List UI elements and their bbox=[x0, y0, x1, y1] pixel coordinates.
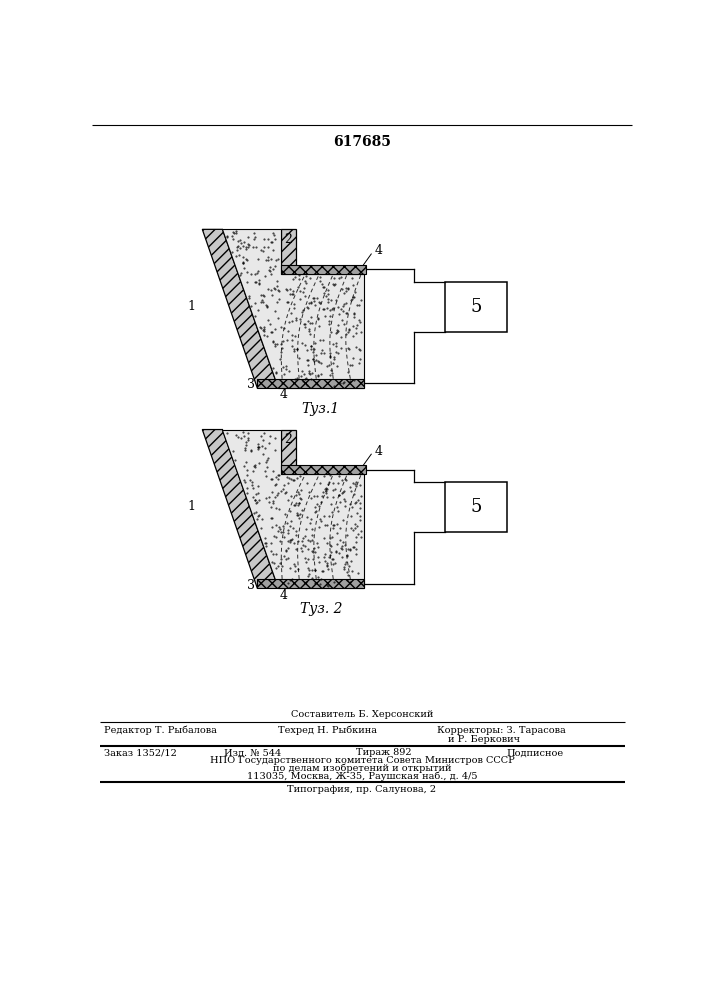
Polygon shape bbox=[202, 430, 279, 588]
Text: 4: 4 bbox=[280, 589, 288, 602]
Polygon shape bbox=[281, 465, 366, 474]
Text: 5: 5 bbox=[470, 298, 481, 316]
Text: Тираж 892: Тираж 892 bbox=[356, 748, 411, 757]
Polygon shape bbox=[281, 229, 296, 274]
Text: 4: 4 bbox=[375, 445, 383, 458]
Text: 4: 4 bbox=[280, 388, 288, 401]
Text: 2: 2 bbox=[284, 433, 292, 446]
Text: Τуз.1: Τуз.1 bbox=[302, 402, 340, 416]
Text: 5: 5 bbox=[470, 498, 481, 516]
Text: 2: 2 bbox=[284, 233, 292, 246]
Text: 617685: 617685 bbox=[333, 135, 391, 149]
Text: Составитель Б. Херсонский: Составитель Б. Херсонский bbox=[291, 710, 433, 719]
Text: Техред Н. Рыбкина: Техред Н. Рыбкина bbox=[279, 726, 378, 735]
Bar bbox=[445, 282, 507, 332]
Text: Редактор Т. Рыбалова: Редактор Т. Рыбалова bbox=[104, 726, 217, 735]
Text: Заказ 1352/12: Заказ 1352/12 bbox=[104, 748, 177, 757]
Text: 3: 3 bbox=[247, 579, 255, 592]
Text: 1: 1 bbox=[187, 300, 195, 313]
Text: Изд. № 544: Изд. № 544 bbox=[224, 748, 281, 757]
Polygon shape bbox=[281, 430, 296, 474]
Bar bbox=[445, 482, 507, 532]
Polygon shape bbox=[202, 229, 279, 388]
Text: НПО Государственного комитета Совета Министров СССР: НПО Государственного комитета Совета Мин… bbox=[209, 756, 514, 765]
Polygon shape bbox=[281, 265, 366, 274]
Text: и Р. Беркович: и Р. Беркович bbox=[448, 735, 520, 744]
Polygon shape bbox=[257, 379, 363, 388]
Polygon shape bbox=[223, 229, 363, 388]
Text: 113035, Москва, Ж-35, Раушская наб., д. 4/5: 113035, Москва, Ж-35, Раушская наб., д. … bbox=[247, 771, 477, 781]
Text: Τуз. 2: Τуз. 2 bbox=[300, 602, 342, 616]
Text: Типография, пр. Салунова, 2: Типография, пр. Салунова, 2 bbox=[287, 785, 436, 794]
Text: 1: 1 bbox=[187, 500, 195, 513]
Polygon shape bbox=[257, 579, 363, 588]
Text: 4: 4 bbox=[375, 244, 383, 257]
Text: по делам изобретений и открытий: по делам изобретений и открытий bbox=[273, 764, 451, 773]
Text: 3: 3 bbox=[247, 378, 255, 391]
Polygon shape bbox=[223, 430, 363, 588]
Text: Подписное: Подписное bbox=[507, 748, 564, 757]
Text: Корректоры: З. Тарасова: Корректоры: З. Тарасова bbox=[437, 726, 566, 735]
